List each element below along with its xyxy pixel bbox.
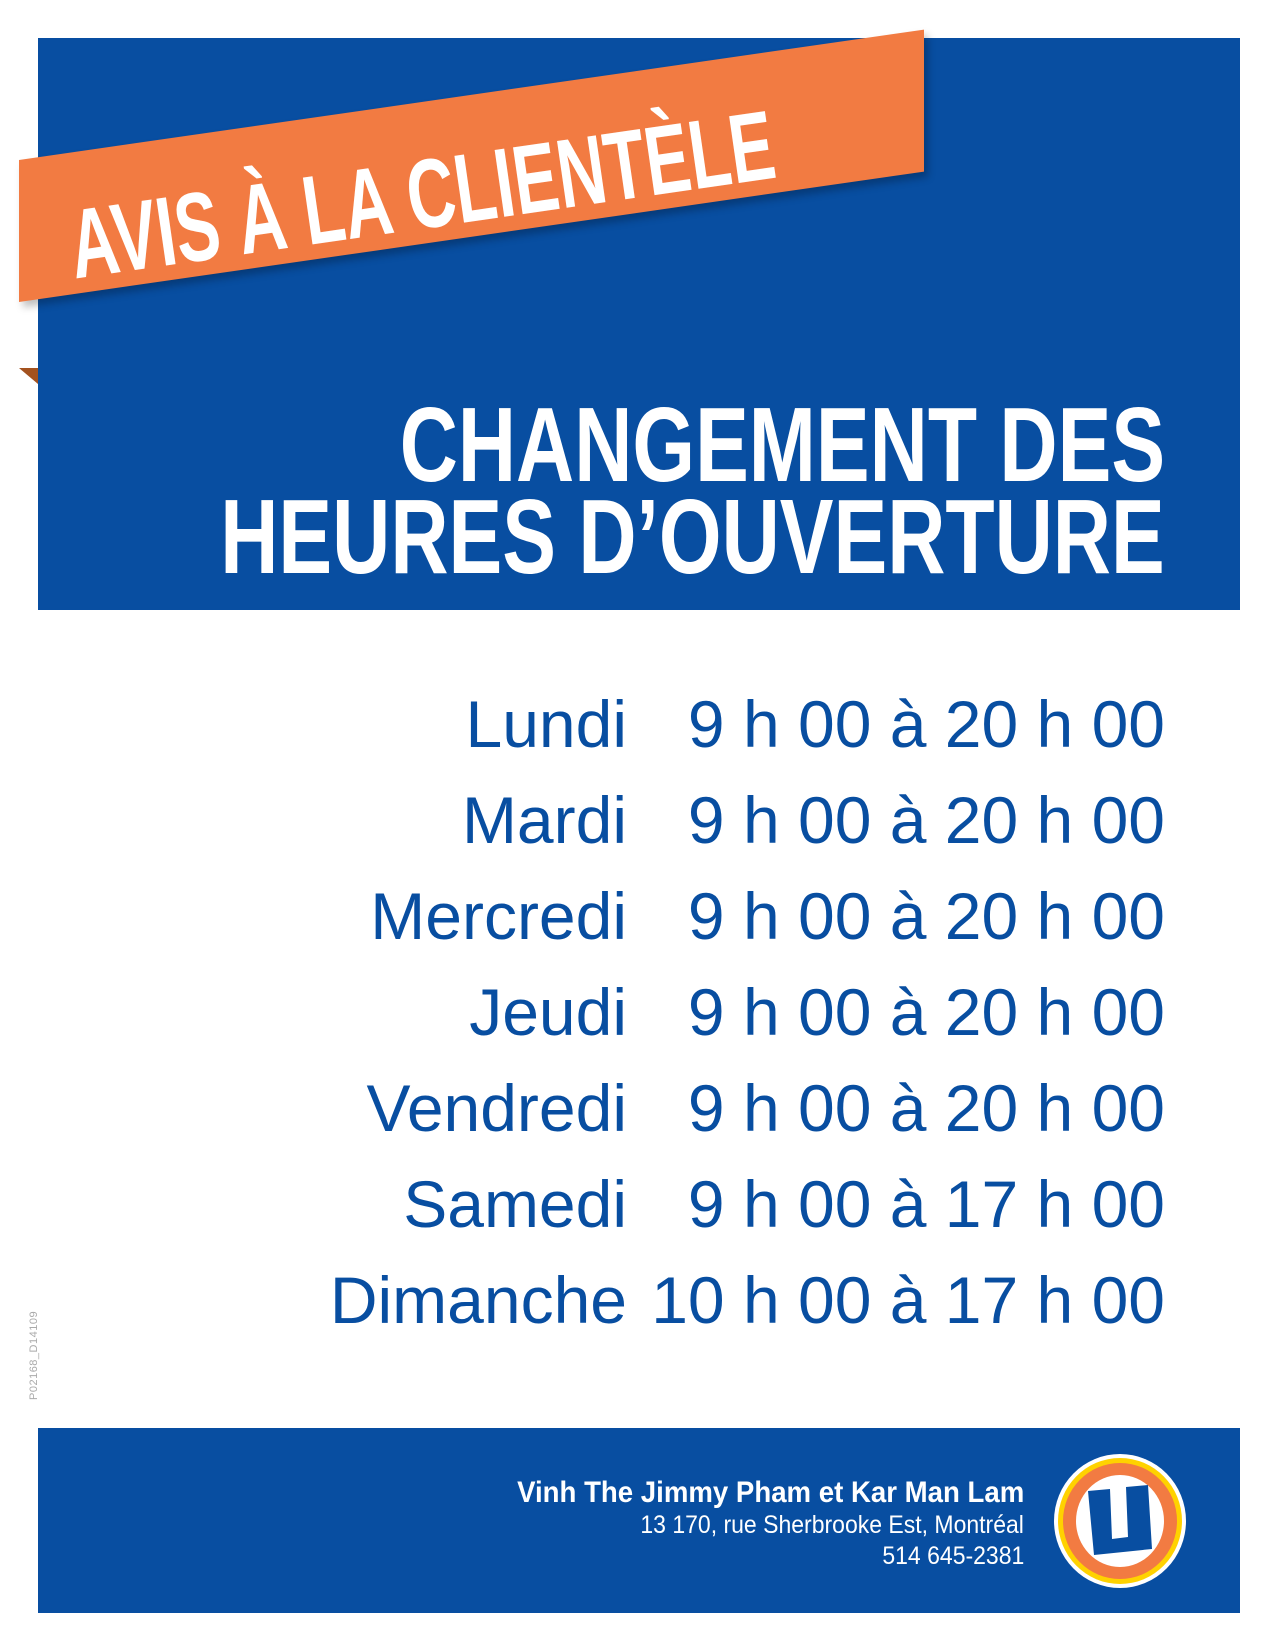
time-range: 9 h 00 à 20 h 00 bbox=[687, 687, 1165, 761]
headline-text: HEURES D’OUVERTURE bbox=[220, 478, 1165, 596]
time-range: 9 h 00 à 20 h 00 bbox=[687, 975, 1165, 1049]
hours-row: Samedi 9 h 00 à 17 h 00 bbox=[0, 1156, 1275, 1252]
store-info: Vinh The Jimmy Pham et Kar Man Lam 13 17… bbox=[473, 1476, 1024, 1572]
document-code: P02168_D14109 bbox=[28, 1310, 40, 1400]
headline-line-1: CHANGEMENT DES bbox=[158, 392, 1165, 498]
phone-text: 514 645-2381 bbox=[882, 1542, 1024, 1570]
day-label: Mardi bbox=[461, 783, 627, 857]
hours-table: Lundi 9 h 00 à 20 h 00 Mardi 9 h 00 à 20 h… bbox=[0, 676, 1275, 1348]
hours-row: Vendredi 9 h 00 à 20 h 00 bbox=[0, 1060, 1275, 1156]
hours-row: Dimanche 10 h 00 à 17 h 00 bbox=[0, 1252, 1275, 1348]
headline-line-2: HEURES D’OUVERTURE bbox=[0, 484, 1165, 590]
time-range: 10 h 00 à 17 h 00 bbox=[651, 1263, 1165, 1337]
address-text: 13 170, rue Sherbrooke Est, Montréal bbox=[640, 1511, 1024, 1539]
day-label: Jeudi bbox=[469, 975, 627, 1049]
owners-name: Vinh The Jimmy Pham et Kar Man Lam bbox=[473, 1476, 1024, 1510]
day-label: Mercredi bbox=[370, 879, 627, 953]
hours-row: Lundi 9 h 00 à 20 h 00 bbox=[0, 676, 1275, 772]
uni-logo-icon bbox=[1054, 1454, 1186, 1588]
day-label: Dimanche bbox=[329, 1263, 627, 1337]
day-label: Vendredi bbox=[366, 1071, 627, 1145]
store-phone: 514 645-2381 bbox=[473, 1541, 1024, 1572]
time-range: 9 h 00 à 17 h 00 bbox=[687, 1167, 1165, 1241]
hours-row: Jeudi 9 h 00 à 20 h 00 bbox=[0, 964, 1275, 1060]
time-range: 9 h 00 à 20 h 00 bbox=[687, 783, 1165, 857]
hours-row: Mardi 9 h 00 à 20 h 00 bbox=[0, 772, 1275, 868]
time-range: 9 h 00 à 20 h 00 bbox=[687, 879, 1165, 953]
headline-text: CHANGEMENT DES bbox=[399, 386, 1165, 504]
day-label: Lundi bbox=[465, 687, 628, 761]
banner-fold bbox=[19, 368, 38, 384]
owners-text: Vinh The Jimmy Pham et Kar Man Lam bbox=[516, 1476, 1024, 1509]
footer-panel: Vinh The Jimmy Pham et Kar Man Lam 13 17… bbox=[38, 1428, 1240, 1613]
hours-row: Mercredi 9 h 00 à 20 h 00 bbox=[0, 868, 1275, 964]
store-address: 13 170, rue Sherbrooke Est, Montréal bbox=[473, 1510, 1024, 1541]
time-range: 9 h 00 à 20 h 00 bbox=[687, 1071, 1165, 1145]
day-label: Samedi bbox=[403, 1167, 627, 1241]
